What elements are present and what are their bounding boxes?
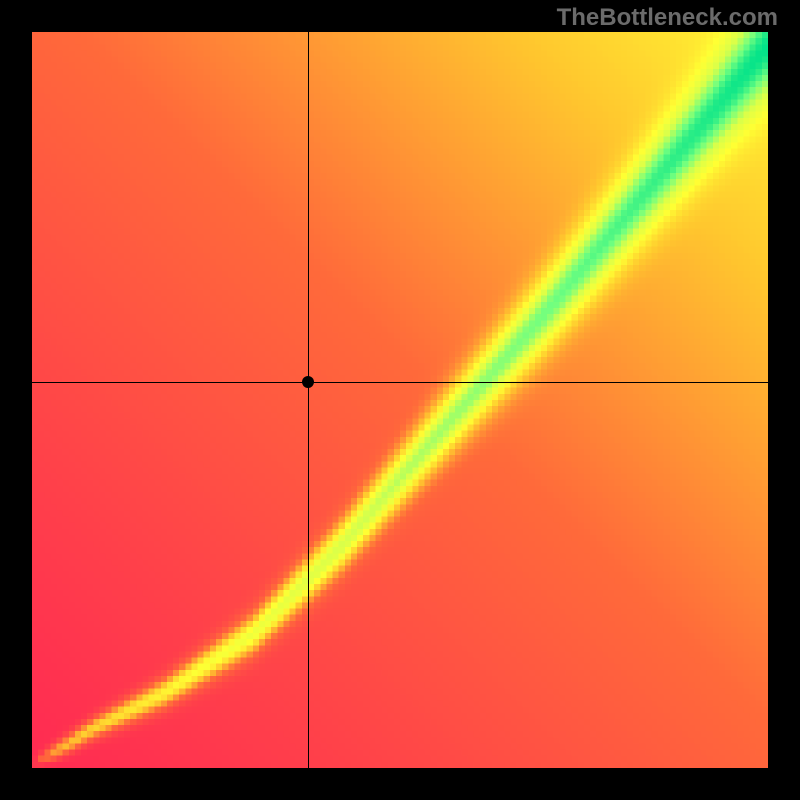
watermark-text: TheBottleneck.com: [557, 4, 778, 32]
heatmap-canvas: [32, 32, 768, 768]
chart-frame: { "chart": { "type": "heatmap", "canvas_…: [0, 0, 800, 800]
plot-area: [32, 32, 768, 768]
